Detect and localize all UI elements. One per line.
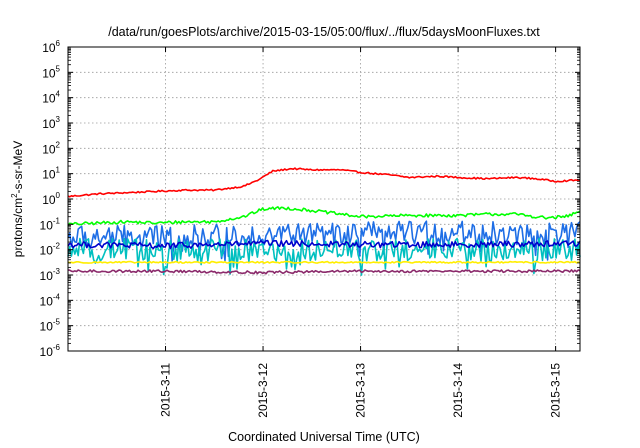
y-tick-base: 10: [40, 244, 54, 258]
y-tick-base: 10: [42, 66, 56, 80]
series-layer: [67, 167, 581, 276]
y-tick-exponent: -6: [53, 343, 61, 352]
y-axis-label: protons/cm2-s-sr-MeV: [10, 141, 25, 257]
y-tick-label: 10-5: [40, 318, 61, 334]
y-axis-label-sup: 2: [10, 193, 19, 198]
y-tick-base: 10: [40, 294, 54, 308]
series-line: [67, 239, 581, 250]
y-tick-label: 105: [42, 64, 60, 80]
y-tick-exponent: 3: [56, 115, 61, 124]
series-line: [67, 237, 581, 276]
y-tick-label: 10-1: [40, 216, 61, 232]
y-tick-base: 10: [40, 320, 54, 334]
y-tick-exponent: -5: [53, 318, 61, 327]
y-tick-base: 10: [40, 269, 54, 283]
grid-layer: [68, 47, 580, 351]
y-tick-label: 10-3: [40, 267, 61, 283]
x-tick-label: 2015-3-11: [159, 363, 173, 417]
y-tick-label: 102: [42, 140, 60, 156]
y-axis-label-main: protons/cm: [11, 198, 25, 257]
y-tick-exponent: -1: [53, 216, 61, 225]
series-line: [67, 269, 581, 275]
y-tick-exponent: -4: [53, 292, 61, 301]
y-tick-exponent: 2: [56, 140, 61, 149]
x-tick-label: 2015-3-15: [549, 363, 563, 418]
y-tick-label: 10-6: [40, 343, 61, 359]
y-tick-exponent: 0: [56, 191, 61, 200]
y-tick-base: 10: [40, 218, 54, 232]
y-tick-label: 103: [42, 115, 60, 131]
y-tick-exponent: -3: [53, 267, 61, 276]
y-tick-exponent: 6: [56, 39, 61, 48]
x-tick-label: 2015-3-14: [451, 363, 465, 418]
y-tick-base: 10: [42, 168, 56, 182]
y-tick-base: 10: [42, 117, 56, 131]
x-tick-label: 2015-3-12: [256, 363, 270, 418]
y-tick-exponent: -2: [53, 242, 61, 251]
y-tick-label: 106: [42, 39, 60, 55]
y-tick-exponent: 1: [56, 166, 61, 175]
y-tick-base: 10: [42, 142, 56, 156]
x-tick-label: 2015-3-13: [354, 363, 368, 418]
y-tick-label: 104: [42, 90, 60, 106]
y-tick-label: 101: [42, 166, 60, 182]
y-tick-label: 10-4: [40, 292, 61, 308]
y-axis-label-rest: -s-sr-MeV: [11, 141, 25, 194]
y-tick-base: 10: [42, 41, 56, 55]
y-tick-base: 10: [40, 345, 54, 359]
y-tick-exponent: 4: [56, 90, 61, 99]
series-line: [67, 206, 581, 227]
tick-layer: 10-610-510-410-310-210-11001011021031041…: [40, 39, 580, 418]
series-line: [67, 167, 581, 198]
y-tick-base: 10: [42, 92, 56, 106]
y-tick-base: 10: [42, 193, 56, 207]
x-axis-label: Coordinated Universal Time (UTC): [228, 430, 420, 444]
y-tick-label: 10-2: [40, 242, 61, 258]
y-tick-exponent: 5: [56, 64, 61, 73]
series-line: [67, 260, 581, 264]
y-tick-label: 100: [42, 191, 60, 207]
chart-title: /data/run/goesPlots/archive/2015-03-15/0…: [108, 25, 540, 39]
